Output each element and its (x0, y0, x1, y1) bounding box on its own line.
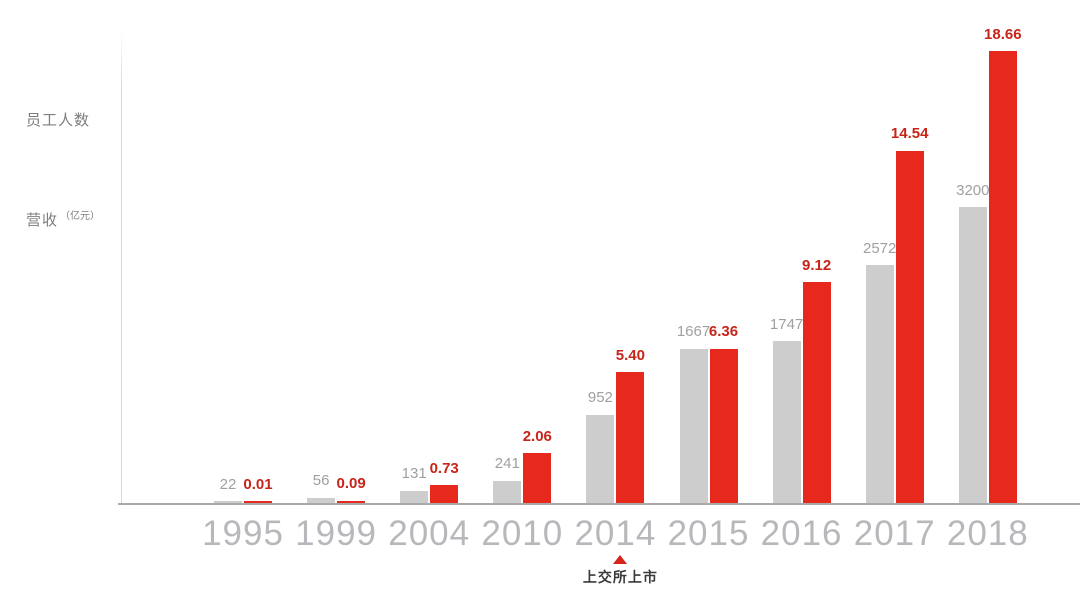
legend-label-revenue-unit: （亿元） (60, 211, 101, 222)
value-label-revenue-2016: 9.12 (801, 256, 832, 274)
value-label-employees-2016: 1747 (769, 315, 804, 333)
value-label-employees-2018: 3200 (956, 181, 990, 199)
bar-employees-2004 (400, 490, 429, 503)
y-axis-line (121, 30, 122, 503)
value-label-employees-2010: 241 (494, 455, 520, 473)
bar-employees-2015 (679, 348, 708, 503)
x-tick-2015: 2015 (667, 514, 750, 553)
bar-revenue-1995 (244, 501, 272, 503)
value-label-revenue-2018: 18.66 (984, 25, 1022, 43)
bar-employees-1999 (307, 497, 336, 503)
value-label-employees-2017: 2572 (863, 239, 897, 257)
value-label-revenue-1999: 0.09 (336, 475, 366, 493)
bar-revenue-2017 (895, 150, 924, 503)
bar-revenue-2016 (802, 282, 831, 503)
x-tick-1999: 1999 (295, 514, 378, 553)
legend-label-revenue-text: 营收 (26, 212, 59, 229)
bar-employees-2016 (772, 341, 801, 503)
x-tick-2014: 2014 (574, 514, 657, 553)
triangle-up-icon (613, 555, 628, 564)
value-label-employees-2014: 952 (587, 389, 613, 407)
bar-revenue-2018 (988, 51, 1017, 503)
value-label-revenue-2010: 2.06 (522, 427, 552, 445)
value-label-revenue-2004: 0.73 (429, 459, 459, 477)
x-tick-2017: 2017 (853, 514, 936, 553)
x-tick-1995: 1995 (202, 514, 284, 553)
x-tick-2016: 2016 (760, 514, 843, 553)
bar-employees-2017 (865, 265, 894, 503)
value-label-revenue-2014: 5.40 (615, 346, 645, 364)
bar-revenue-2014 (616, 372, 645, 503)
value-label-revenue-2015: 6.36 (708, 323, 739, 341)
bar-revenue-2010 (523, 453, 552, 503)
bar-employees-2014 (586, 414, 615, 503)
x-tick-2010: 2010 (481, 514, 564, 553)
bar-revenue-2004 (430, 485, 459, 503)
bar-revenue-2015 (709, 348, 738, 503)
value-label-revenue-2017: 14.54 (890, 125, 929, 143)
bar-employees-2010 (493, 480, 522, 503)
x-tick-2004: 2004 (388, 514, 471, 553)
bar-revenue-1999 (337, 500, 366, 503)
ipo-annotation-label: 上交所上市 (582, 569, 658, 585)
value-label-employees-1999: 56 (312, 472, 330, 490)
legend-label-employees: 员工人数 (26, 112, 91, 129)
legend-label-revenue: 营收 （亿元） (26, 207, 100, 230)
value-label-employees-2015: 1667 (676, 323, 711, 341)
value-label-employees-2004: 131 (401, 465, 427, 483)
legend-swatch-revenue (27, 152, 73, 198)
bar-employees-2018 (958, 207, 987, 503)
x-axis-line (118, 503, 1080, 505)
value-label-revenue-1995: 0.01 (243, 475, 273, 493)
value-label-employees-1995: 22 (219, 475, 237, 493)
legend-swatch-employees (27, 52, 73, 98)
bar-employees-1995 (214, 501, 242, 503)
x-tick-2018: 2018 (946, 514, 1029, 553)
